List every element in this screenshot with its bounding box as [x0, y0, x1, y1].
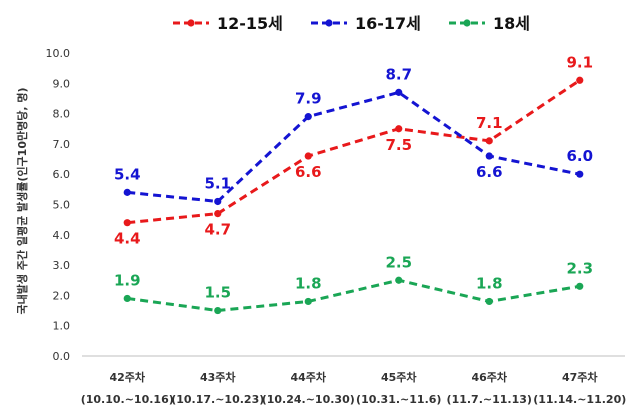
legend-label: 16-17세: [355, 14, 421, 33]
data-label: 7.1: [476, 114, 503, 132]
data-point: [576, 76, 584, 84]
legend-marker: [463, 19, 471, 27]
x-tick-label: 42주차: [109, 370, 145, 384]
data-point: [123, 219, 131, 227]
data-label: 7.9: [295, 90, 322, 108]
data-point: [576, 282, 584, 290]
data-label: 4.4: [114, 230, 141, 248]
data-label: 6.6: [295, 163, 322, 181]
x-tick-range-label: (10.24.~10.30): [262, 393, 355, 406]
data-point: [304, 152, 312, 160]
data-point: [395, 88, 403, 96]
y-tick-label: 2.0: [53, 289, 71, 302]
y-tick-label: 5.0: [53, 199, 71, 212]
data-point: [395, 125, 403, 133]
x-tick-range-label: (11.7.~11.13): [447, 393, 532, 406]
data-label: 5.1: [204, 174, 231, 192]
y-tick-label: 7.0: [53, 138, 71, 151]
series-line: [127, 90, 581, 203]
x-tick-range-label: (10.31.~11.6): [356, 393, 441, 406]
data-label: 1.5: [204, 284, 231, 302]
x-tick-label: 46주차: [471, 370, 507, 384]
x-tick-range-label: (10.10.~10.16): [81, 393, 174, 406]
legend: 12-15세 16-17세 18세: [173, 14, 530, 33]
data-point: [304, 297, 312, 306]
series-line: [127, 278, 580, 313]
series-line: [127, 79, 581, 225]
y-tick-label: 9.0: [53, 77, 71, 90]
y-tick-label: 10.0: [46, 47, 71, 60]
x-tick-label: 45주차: [381, 370, 417, 384]
data-label: 6.6: [476, 163, 503, 181]
data-point: [214, 306, 222, 315]
series-group: [123, 76, 584, 315]
x-tick-range-label: (11.14.~11.20): [533, 393, 626, 406]
y-tick-label: 6.0: [53, 168, 71, 181]
y-tick-label: 0.0: [53, 350, 71, 363]
data-point: [485, 137, 493, 145]
data-label: 1.8: [476, 274, 503, 292]
x-tick-label: 47주차: [562, 370, 598, 384]
data-point: [123, 294, 131, 303]
legend-label: 12-15세: [217, 14, 283, 33]
data-label: 7.5: [385, 136, 412, 154]
y-axis-label: 국내발생 주간 일평균 발생률(인구10만명당, 명): [15, 87, 29, 314]
y-tick-label: 8.0: [53, 108, 71, 121]
data-point: [304, 113, 312, 121]
x-axis-ticks: 42주차 (10.10.~10.16) 43주차 (10.17.~10.23) 44주차…: [81, 370, 627, 406]
x-tick-range-label: (10.17.~10.23): [171, 393, 264, 406]
legend-label: 18세: [493, 14, 530, 33]
y-tick-label: 3.0: [53, 259, 71, 272]
y-axis-ticks: 0.0 1.0 2.0 3.0 4.0 5.0 6.0 7.0 8.0 9.0 10.0: [46, 47, 71, 363]
y-tick-label: 4.0: [53, 229, 71, 242]
legend-marker: [187, 19, 195, 27]
data-label: 5.4: [114, 165, 141, 183]
data-point: [395, 276, 403, 284]
data-label: 4.7: [204, 221, 231, 239]
data-label: 2.3: [566, 259, 593, 277]
x-tick-label: 44주차: [290, 370, 326, 384]
data-point: [485, 152, 493, 160]
x-tick-label: 43주차: [200, 370, 236, 384]
data-point: [123, 188, 131, 196]
data-label: 1.9: [114, 271, 141, 289]
legend-marker: [325, 19, 333, 27]
data-label: 2.5: [385, 253, 412, 271]
data-label: 9.1: [566, 53, 593, 71]
data-point: [214, 197, 222, 206]
data-label: 6.0: [566, 147, 593, 165]
y-tick-label: 1.0: [53, 320, 71, 333]
data-labels: 4.4 4.7 6.6 7.5 7.1 9.1 5.4 5.1 7.9 8.7 6.6 6.0 1.9 1…: [114, 53, 593, 301]
data-label: 1.8: [295, 274, 322, 292]
data-label: 8.7: [385, 65, 412, 83]
data-point: [485, 297, 493, 306]
data-point: [576, 170, 584, 178]
data-point: [214, 209, 222, 218]
